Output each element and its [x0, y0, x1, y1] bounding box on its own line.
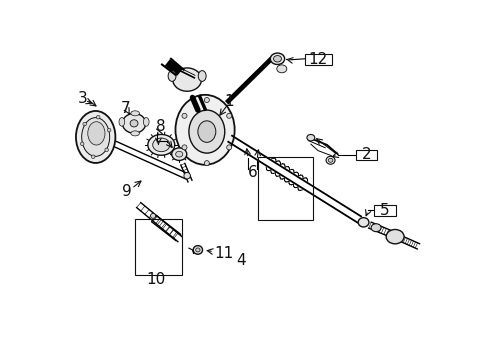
- Text: 5: 5: [380, 203, 389, 218]
- Ellipse shape: [150, 213, 155, 219]
- Ellipse shape: [131, 111, 139, 116]
- Ellipse shape: [276, 65, 286, 73]
- Ellipse shape: [175, 151, 183, 157]
- Ellipse shape: [175, 95, 234, 165]
- Ellipse shape: [152, 138, 169, 152]
- Ellipse shape: [226, 113, 231, 118]
- Bar: [355, 149, 376, 160]
- Text: 2: 2: [361, 147, 370, 162]
- Ellipse shape: [182, 145, 186, 150]
- Text: 6: 6: [247, 165, 257, 180]
- Ellipse shape: [104, 148, 108, 152]
- Ellipse shape: [226, 145, 231, 150]
- Bar: [135, 220, 182, 275]
- Text: 4: 4: [236, 253, 245, 268]
- Ellipse shape: [96, 116, 100, 119]
- Ellipse shape: [273, 55, 281, 62]
- Ellipse shape: [119, 118, 124, 126]
- Ellipse shape: [270, 53, 284, 64]
- Ellipse shape: [204, 161, 209, 166]
- Ellipse shape: [198, 71, 206, 81]
- Text: 11: 11: [214, 246, 233, 261]
- Ellipse shape: [81, 118, 109, 156]
- Bar: [304, 54, 331, 64]
- Bar: [257, 157, 313, 220]
- Ellipse shape: [80, 142, 84, 146]
- Ellipse shape: [386, 229, 403, 244]
- Ellipse shape: [107, 128, 111, 132]
- Text: 12: 12: [308, 51, 327, 67]
- Ellipse shape: [168, 71, 176, 81]
- Ellipse shape: [306, 134, 314, 141]
- Ellipse shape: [198, 121, 215, 142]
- Ellipse shape: [204, 98, 209, 103]
- Ellipse shape: [357, 218, 368, 227]
- Bar: [373, 205, 395, 216]
- Ellipse shape: [131, 131, 139, 136]
- Ellipse shape: [370, 224, 380, 231]
- Text: 10: 10: [146, 272, 165, 287]
- Ellipse shape: [325, 156, 334, 164]
- Ellipse shape: [171, 148, 186, 161]
- Ellipse shape: [193, 246, 202, 254]
- Ellipse shape: [122, 113, 145, 133]
- Ellipse shape: [147, 134, 174, 155]
- Ellipse shape: [143, 118, 149, 126]
- Ellipse shape: [83, 122, 86, 126]
- Ellipse shape: [327, 158, 332, 162]
- Text: 1: 1: [224, 94, 234, 109]
- Ellipse shape: [183, 172, 190, 179]
- Text: 7: 7: [121, 101, 130, 116]
- Ellipse shape: [195, 248, 200, 252]
- Ellipse shape: [91, 155, 95, 158]
- Ellipse shape: [76, 111, 115, 163]
- Ellipse shape: [88, 122, 105, 145]
- Ellipse shape: [182, 113, 186, 118]
- Text: 9: 9: [122, 184, 131, 199]
- Text: 8: 8: [156, 119, 166, 134]
- Text: 3: 3: [78, 91, 87, 106]
- Ellipse shape: [172, 68, 201, 91]
- Ellipse shape: [188, 110, 224, 153]
- Ellipse shape: [130, 120, 138, 127]
